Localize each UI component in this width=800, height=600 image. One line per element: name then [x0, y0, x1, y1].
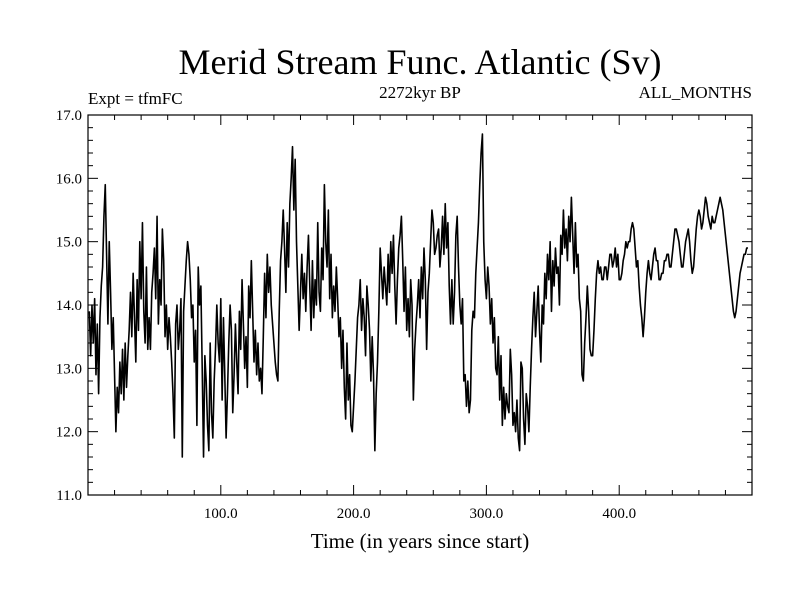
- chart-title: Merid Stream Func. Atlantic (Sv): [179, 42, 662, 82]
- y-tick-label: 12.0: [56, 425, 82, 441]
- months-label: ALL_MONTHS: [639, 83, 752, 102]
- x-tick-label: 300.0: [470, 506, 504, 522]
- x-tick-label: 100.0: [204, 506, 238, 522]
- x-axis-label: Time (in years since start): [311, 529, 530, 553]
- plot-frame: [87, 114, 753, 496]
- axis-ticks: [88, 115, 752, 495]
- y-tick-label: 14.0: [56, 298, 82, 314]
- series-group: [88, 133, 749, 458]
- experiment-label: Expt = tfmFC: [88, 89, 183, 108]
- period-label: 2272kyr BP: [379, 83, 461, 102]
- y-tick-label: 17.0: [56, 108, 82, 124]
- y-tick-label: 13.0: [56, 361, 82, 377]
- series-line-0: [88, 133, 749, 458]
- x-tick-label: 400.0: [602, 506, 636, 522]
- axis-tick-labels: 100.0 200.0 300.0 400.0 11.0 12.0 13.0 14.0 15.0…: [56, 108, 636, 522]
- x-tick-label: 200.0: [337, 506, 371, 522]
- y-tick-label: 11.0: [56, 488, 82, 504]
- y-tick-label: 16.0: [56, 171, 82, 187]
- y-tick-label: 15.0: [56, 235, 82, 251]
